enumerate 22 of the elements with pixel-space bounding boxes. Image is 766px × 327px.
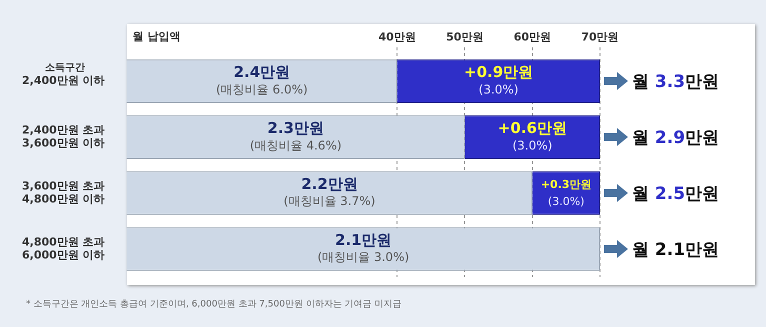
total-label: 월 3.3만원 [632, 72, 720, 92]
text: * 소득구간은 개인소득 총급여 기준이며, 6,000만원 초과 7,500만원 이하자는 기여금 미지급 [26, 299, 402, 310]
y-tick-label: 4,800만원 초과 6,000만원 이하 [22, 235, 105, 262]
y-axis-title: 소득구간 [45, 62, 85, 74]
annotation: +0.3만원 (3.0%) [540, 178, 592, 208]
annotation: +0.6만원 (3.0%) [498, 119, 567, 152]
x-tick-label: 40만원 [378, 30, 416, 44]
annotation: 2.2만원 (매칭비율 3.7%) [284, 174, 376, 208]
x-tick-label: 50만원 [446, 30, 484, 44]
x-axis-title: 월 납입액 [132, 30, 180, 43]
total-label: 월 2.9만원 [632, 128, 720, 148]
y-tick-label: 2,400만원 이하 [22, 74, 105, 88]
annotation: 2.1만원 (매칭비율 3.0%) [317, 230, 410, 264]
annotation: 2.4만원 (매칭비율 6.0%) [216, 63, 308, 96]
y-tick-label: 2,400만원 초과 3,600만원 이하 [22, 123, 105, 150]
x-tick-label: 70만원 [581, 30, 619, 44]
x-tick-label: 60만원 [514, 30, 552, 44]
annotation: +0.9만원 (3.0%) [464, 63, 534, 96]
y-tick-label: 3,600만원 초과 4,800만원 이하 [22, 179, 105, 206]
annotation: 2.3만원 (매칭비율 4.6%) [250, 119, 342, 152]
total-label: 월 2.1만원 [632, 240, 720, 260]
total-label: 월 2.5만원 [632, 184, 720, 204]
